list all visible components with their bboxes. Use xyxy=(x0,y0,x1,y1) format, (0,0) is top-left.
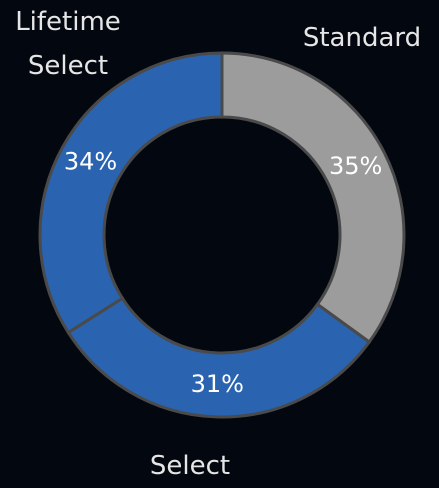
value-label: 35% xyxy=(329,152,382,180)
value-label: 31% xyxy=(191,370,244,398)
category-label: Select xyxy=(149,451,231,481)
category-label: Standard xyxy=(302,23,422,53)
category-label: Lifetime Select xyxy=(15,7,121,81)
value-label: 34% xyxy=(64,148,117,176)
donut-segment xyxy=(66,296,372,419)
donut-segment xyxy=(38,51,224,335)
donut-segment xyxy=(220,51,406,345)
